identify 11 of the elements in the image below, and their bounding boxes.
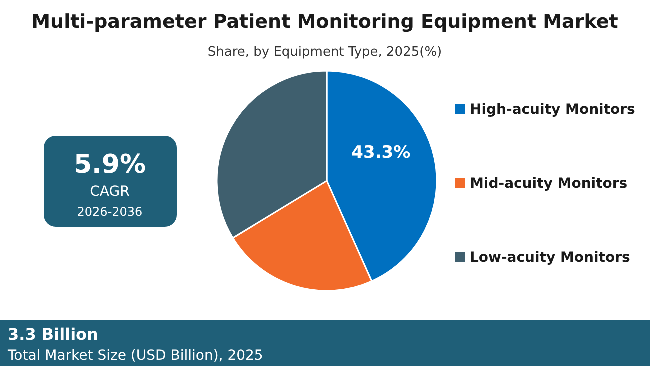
legend-label: Low-acuity Monitors	[470, 250, 630, 266]
legend-label: Mid-acuity Monitors	[470, 176, 628, 192]
data-label: 43.3%	[352, 143, 411, 164]
text: 5.9%	[74, 150, 146, 180]
text: CAGR	[90, 184, 130, 200]
text: 2026-2036	[77, 205, 143, 219]
chart-title: Multi-parameter Patient Monitoring Equipment Market	[32, 11, 618, 33]
legend-label: High-acuity Monitors	[470, 102, 636, 118]
chart-subtitle: Share, by Equipment Type, 2025(%)	[208, 45, 442, 60]
text: 3.3 Billion	[8, 325, 98, 344]
text: Total Market Size (USD Billion), 2025	[7, 348, 264, 364]
